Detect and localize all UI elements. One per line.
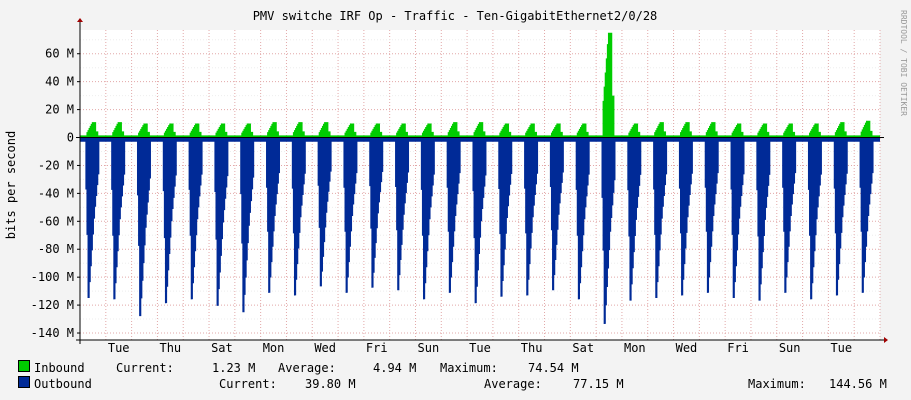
x-tick-label: Tue (830, 341, 852, 355)
x-tick-label: Sat (211, 341, 233, 355)
legend-current-value: 39.80 M (305, 377, 356, 391)
x-tick-label: Mon (624, 341, 646, 355)
watermark: RRDTOOL / TOBI OETIKER (899, 10, 908, 116)
legend-name: Inbound (34, 361, 85, 375)
x-axis-arrow (884, 337, 888, 343)
y-tick-label: -40 M (38, 186, 74, 200)
x-tick-label: Sat (572, 341, 594, 355)
legend-average-value: 77.15 M (573, 377, 624, 391)
legend-current-label: Current: (219, 377, 277, 391)
y-axis-label: bits per second (4, 131, 18, 239)
y-tick-label: -60 M (38, 214, 74, 228)
y-tick-label: -100 M (31, 270, 74, 284)
legend-swatch-outbound (18, 376, 30, 388)
y-tick-label: -120 M (31, 298, 74, 312)
y-tick-label: 60 M (45, 47, 74, 61)
y-tick-label: 40 M (45, 75, 74, 89)
y-tick-label: -140 M (31, 326, 74, 340)
legend-maximum-value: 144.56 M (829, 377, 887, 391)
x-tick-label: Fri (727, 341, 749, 355)
chart-title: PMV switche IRF Op - Traffic - Ten-Gigab… (253, 9, 658, 23)
y-tick-label: 0 (67, 131, 74, 145)
legend-name: Outbound (34, 377, 92, 391)
x-tick-label: Wed (676, 341, 698, 355)
legend-average-label: Average: (278, 361, 336, 375)
x-tick-label: Thu (521, 341, 543, 355)
y-tick-label: -80 M (38, 242, 74, 256)
legend-current-value: 1.23 M (212, 361, 256, 375)
legend-swatch-inbound (18, 360, 30, 372)
legend-inbound: Inbound Current: 1.23 M Average: 4.94 M … (0, 360, 911, 376)
legend-maximum-label: Maximum: (748, 377, 806, 391)
series-area-outbound (80, 137, 880, 324)
x-tick-label: Tue (469, 341, 491, 355)
legend-outbound: Outbound Current: 39.80 M Average: 77.15… (0, 376, 911, 392)
y-tick-labels: 60 M 40 M 20 M 0 -20 M -40 M -60 M -80 M -100 M -… (31, 47, 74, 340)
x-tick-label: Thu (159, 341, 181, 355)
data-areas (80, 32, 880, 324)
y-axis-arrow (77, 18, 83, 22)
x-tick-label: Fri (366, 341, 388, 355)
x-tick-label: Mon (263, 341, 285, 355)
x-tick-labels: Tue Thu Sat Mon Wed Fri Sun Tue Thu Sat Mon Wed Fri S… (108, 341, 852, 355)
legend-average-label: Average: (484, 377, 542, 391)
x-tick-label: Tue (108, 341, 130, 355)
x-tick-label: Sun (418, 341, 440, 355)
legend-maximum-label: Maximum: (440, 361, 498, 375)
legend-average-value: 4.94 M (373, 361, 417, 375)
axes (76, 18, 888, 344)
y-tick-label: 20 M (45, 103, 74, 117)
legend-current-label: Current: (116, 361, 174, 375)
x-tick-label: Wed (314, 341, 336, 355)
legend-maximum-value: 74.54 M (528, 361, 579, 375)
y-tick-label: -20 M (38, 158, 74, 172)
x-tick-label: Sun (779, 341, 801, 355)
